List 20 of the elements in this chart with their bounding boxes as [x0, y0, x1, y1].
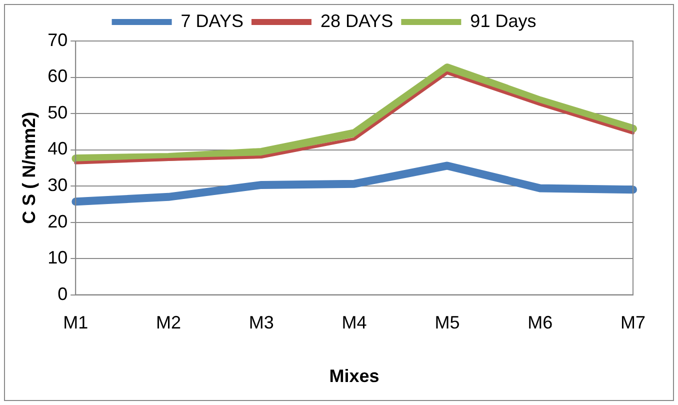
- x-axis-title: Mixes: [329, 366, 380, 386]
- y-tick-label: 50: [48, 102, 68, 122]
- x-tick-label: M4: [342, 312, 367, 333]
- y-tick-label: 10: [48, 248, 68, 268]
- x-tick-label: M6: [528, 312, 553, 333]
- legend-label: 7 DAYS: [180, 10, 244, 31]
- y-tick-label: 30: [48, 174, 68, 195]
- x-tick-label: M1: [63, 312, 88, 333]
- y-axis-title: C S ( N/mm2): [18, 112, 39, 224]
- x-tick-label: M2: [156, 312, 182, 333]
- y-tick-label: 0: [58, 284, 68, 304]
- legend-label: 28 DAYS: [320, 10, 394, 31]
- y-tick-label: 60: [48, 66, 68, 86]
- y-tick-label: 20: [48, 211, 68, 232]
- y-tick-label: 40: [48, 138, 68, 159]
- x-tick-label: M5: [434, 312, 460, 333]
- x-tick-label: M7: [620, 312, 646, 333]
- x-tick-label: M3: [248, 312, 274, 333]
- y-tick-label: 70: [48, 30, 68, 50]
- legend-label: 91 Days: [470, 10, 536, 31]
